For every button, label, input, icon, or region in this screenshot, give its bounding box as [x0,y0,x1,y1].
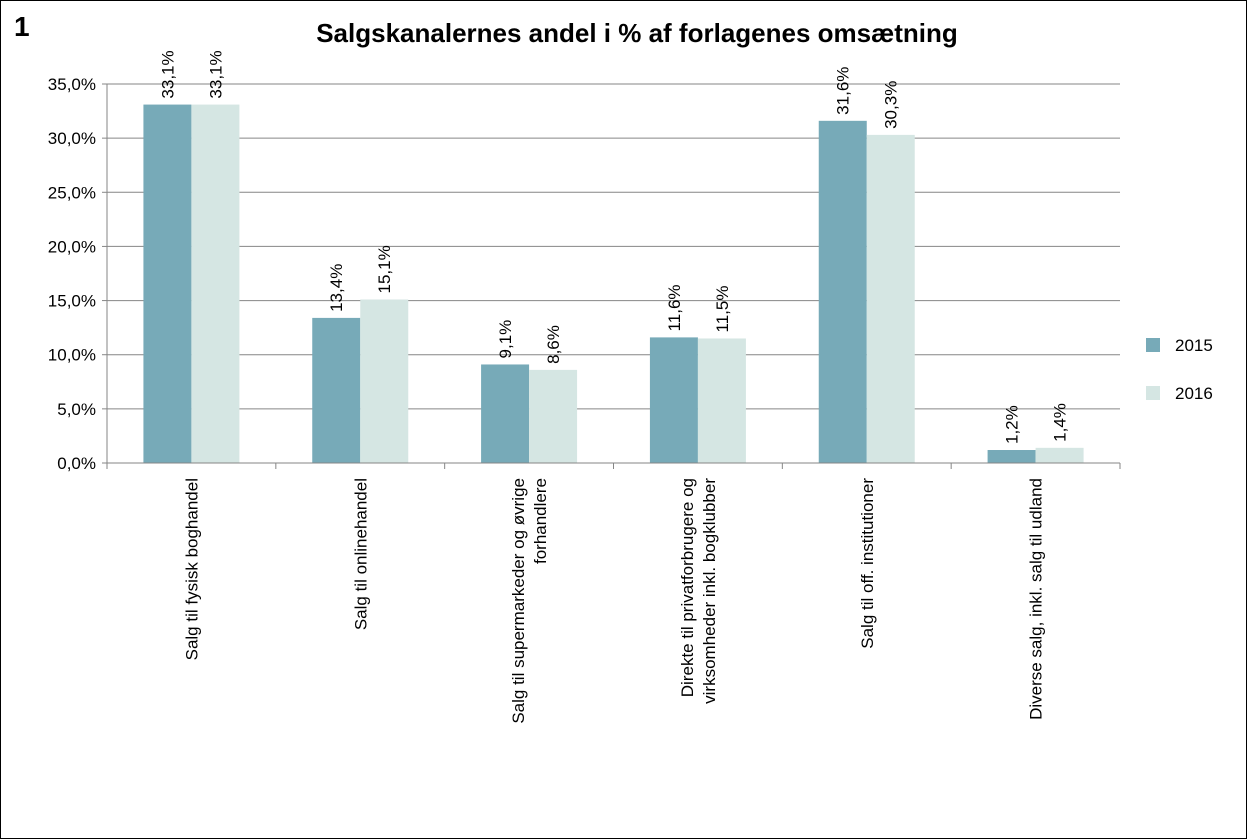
x-tick-label: Direkte til privatforbrugere og virksomhe… [678,478,719,704]
x-tick-label: Salg til off. institutioner [858,478,877,649]
data-label: 8,6% [544,325,563,364]
x-tick-label-line: Salg til off. institutioner [858,478,877,649]
x-tick-label-line: Salg til fysisk boghandel [182,478,201,660]
data-label: 30,3% [882,81,901,129]
bar [360,299,409,463]
chart-title: Salgskanalernes andel i % af forlagenes … [316,18,958,48]
data-label: 1,2% [1003,405,1022,444]
x-tick-label-line: virksomheder inkl. bogklubber [700,478,719,704]
x-tick-label: Salg til onlinehandel [351,478,370,630]
legend-swatch [1146,338,1160,352]
data-label: 33,1% [206,50,225,98]
x-tick-label-line: Salg til supermarkeder og øvrige [509,478,528,724]
panel-label: 1 [14,11,30,42]
bar [818,120,867,464]
bar [697,338,746,463]
x-tick-label-line: Salg til onlinehandel [351,478,370,630]
x-tick-label: Salg til supermarkeder og øvrige forhandl… [509,478,550,724]
data-label: 13,4% [327,264,346,312]
data-label: 11,6% [665,284,684,331]
data-label: 9,1% [496,320,515,359]
bar [987,450,1036,463]
bar [649,337,698,463]
x-tick-label: Diverse salg, inkl. salg til udland [1027,478,1046,720]
x-tick-label-line: forhandlere [531,478,550,564]
bar [481,364,530,463]
y-tick-label: 10,0% [48,346,96,365]
y-tick-label: 20,0% [48,237,96,256]
data-label: 33,1% [158,50,177,98]
y-tick-label: 35,0% [48,75,96,94]
bar [191,104,240,464]
x-tick-label-line: Direkte til privatforbrugere og [678,478,697,697]
x-tick-label: Salg til fysisk boghandel [182,478,201,660]
legend-swatch [1146,386,1160,400]
data-label: 15,1% [375,245,394,293]
data-label: 1,4% [1051,403,1070,442]
x-tick-label-line: Diverse salg, inkl. salg til udland [1027,478,1046,720]
bar [866,134,915,463]
data-label: 11,5% [713,286,732,333]
bar [1035,447,1084,463]
y-tick-label: 0,0% [57,454,96,473]
data-label: 31,6% [834,67,853,115]
bar [529,369,578,463]
y-tick-label: 25,0% [48,183,96,202]
bar [312,317,361,463]
y-tick-label: 30,0% [48,129,96,148]
y-tick-label: 5,0% [57,400,96,419]
legend-label: 2015 [1175,336,1213,355]
y-tick-label: 15,0% [48,292,96,311]
legend-label: 2016 [1175,384,1213,403]
bar [143,104,192,464]
